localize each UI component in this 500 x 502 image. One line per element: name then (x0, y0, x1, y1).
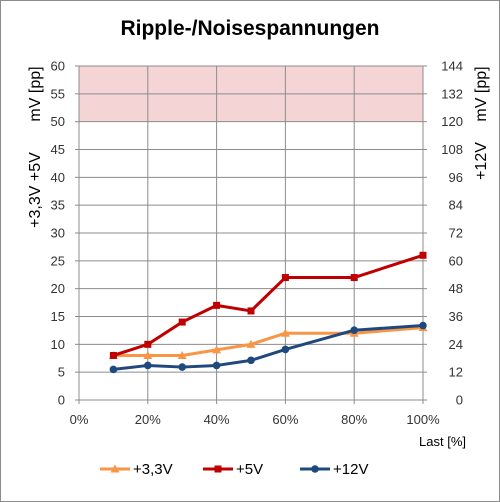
x-tick-label: 20% (135, 412, 161, 427)
x-axis-label: Last [%] (419, 434, 466, 449)
data-point-33v (177, 350, 187, 359)
data-point-12v (281, 345, 290, 354)
x-tick-label: 80% (341, 412, 367, 427)
left-tick-label: 45 (51, 142, 65, 157)
legend-label-33v: +3,3V (133, 461, 173, 478)
data-point-5v (281, 274, 289, 282)
data-point-5v (247, 307, 255, 315)
data-point-12v (419, 321, 427, 330)
x-tick-label: 0% (70, 412, 89, 427)
chart-title: Ripple-/Noisespannungen (120, 17, 379, 40)
left-axis-unit-label: mV [pp] (27, 66, 44, 121)
data-point-12v (350, 326, 359, 334)
data-point-12v (144, 361, 152, 370)
series-line-33v (113, 326, 424, 357)
data-point-33v (143, 350, 153, 359)
left-tick-label: 50 (51, 114, 65, 129)
left-tick-label: 40 (51, 170, 65, 185)
right-tick-label: 108 (441, 142, 463, 157)
right-tick-label: 48 (449, 281, 463, 296)
x-tick-label: 60% (272, 412, 298, 427)
left-tick-label: 20 (51, 281, 65, 296)
left-axis-label: +3,3V +5V (27, 152, 44, 228)
legend-marker-33v (110, 464, 120, 473)
data-point-5v (144, 340, 152, 348)
data-point-33v (280, 328, 290, 337)
x-tick-label: 40% (204, 412, 230, 427)
left-tick-label: 0 (58, 393, 65, 408)
data-point-33v (246, 339, 256, 348)
data-point-5v (109, 351, 117, 359)
data-point-5v (350, 274, 358, 282)
left-tick-label: 5 (58, 365, 65, 380)
data-point-12v (109, 365, 118, 374)
legend-label-12v: +12V (333, 461, 368, 478)
right-tick-label: 120 (441, 114, 463, 129)
legend-marker-5v (214, 465, 222, 473)
data-point-33v (212, 345, 222, 354)
left-tick-label: 15 (51, 309, 65, 324)
data-point-5v (419, 251, 427, 259)
data-point-5v (213, 301, 221, 309)
right-tick-label: 36 (449, 309, 463, 324)
left-tick-label: 35 (51, 198, 65, 213)
left-tick-label: 25 (51, 253, 65, 268)
right-tick-label: 72 (449, 226, 463, 241)
legend: +3,3V +5V +12V (100, 461, 368, 478)
left-tick-label: 30 (51, 226, 65, 241)
right-tick-label: 60 (449, 253, 463, 268)
data-point-12v (212, 361, 221, 370)
data-point-12v (178, 363, 186, 371)
right-axis-unit-label: mV [pp] (473, 66, 490, 121)
right-tick-label: 96 (449, 170, 463, 185)
left-tick-label: 60 (51, 59, 65, 74)
data-point-12v (247, 356, 255, 365)
series-line-12v (113, 324, 424, 371)
right-tick-label: 0 (456, 393, 463, 408)
series-line-5v (112, 253, 424, 357)
left-tick-label: 55 (51, 86, 65, 101)
legend-label-5v: +5V (236, 461, 263, 478)
legend-marker-12v (311, 465, 319, 473)
right-axis-label: +12V (473, 142, 490, 180)
right-tick-label: 24 (449, 337, 463, 352)
data-point-5v (178, 318, 186, 326)
right-tick-label: 132 (441, 86, 463, 101)
right-tick-label: 84 (449, 198, 463, 213)
x-tick-label: 100% (406, 412, 440, 427)
right-tick-label: 12 (449, 365, 463, 380)
right-tick-label: 144 (441, 59, 463, 74)
left-tick-label: 10 (51, 337, 65, 352)
